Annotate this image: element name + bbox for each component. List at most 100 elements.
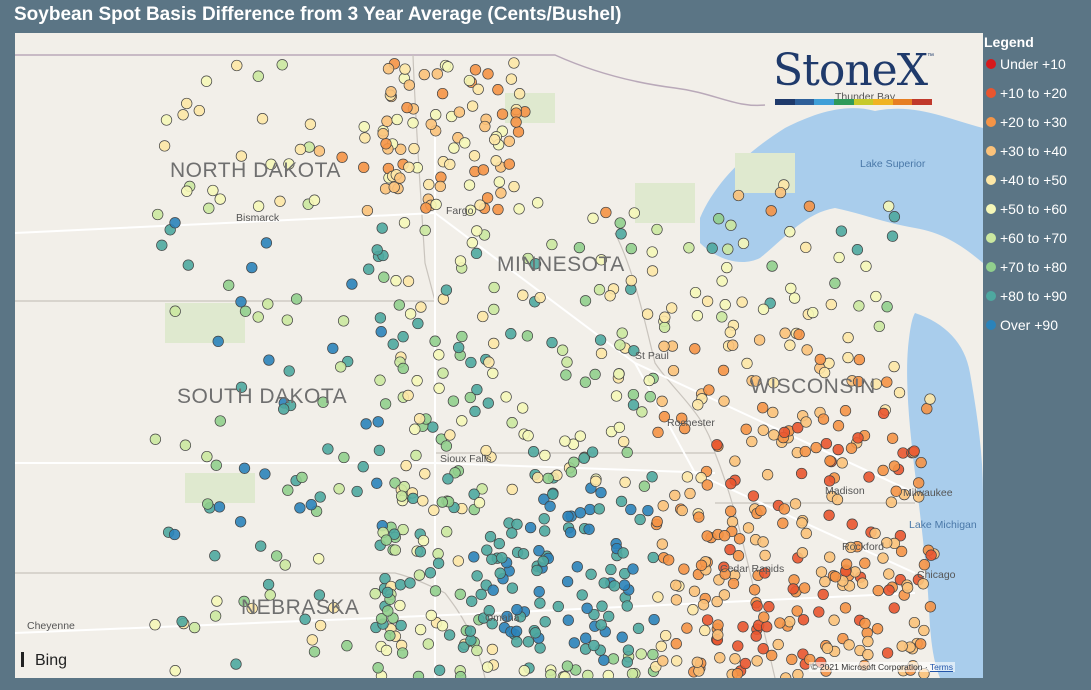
elevator-point[interactable] [487, 367, 499, 379]
elevator-point[interactable] [389, 544, 401, 556]
elevator-point[interactable] [380, 138, 392, 150]
elevator-point[interactable] [374, 312, 387, 324]
elevator-point[interactable] [761, 621, 773, 633]
elevator-point[interactable] [729, 653, 741, 665]
elevator-point[interactable] [262, 578, 275, 591]
elevator-point[interactable] [886, 230, 899, 242]
elevator-point[interactable] [908, 616, 921, 629]
elevator-point[interactable] [817, 413, 830, 425]
elevator-point[interactable] [757, 402, 769, 414]
elevator-point[interactable] [641, 308, 654, 320]
elevator-point[interactable] [757, 424, 769, 436]
elevator-point[interactable] [777, 517, 789, 529]
elevator-point[interactable] [513, 88, 526, 100]
elevator-point[interactable] [505, 328, 517, 340]
elevator-point[interactable] [750, 375, 762, 387]
elevator-point[interactable] [711, 595, 723, 608]
elevator-point[interactable] [712, 629, 724, 641]
elevator-point[interactable] [377, 128, 389, 140]
elevator-point[interactable] [602, 669, 614, 678]
elevator-point[interactable] [417, 534, 430, 547]
elevator-point[interactable] [697, 599, 710, 611]
elevator-point[interactable] [200, 75, 213, 87]
elevator-point[interactable] [529, 627, 542, 639]
elevator-point[interactable] [538, 493, 550, 505]
elevator-point[interactable] [832, 443, 844, 456]
elevator-point[interactable] [506, 582, 519, 594]
elevator-point[interactable] [470, 247, 483, 260]
elevator-point[interactable] [815, 566, 828, 578]
elevator-point[interactable] [556, 344, 569, 356]
elevator-point[interactable] [203, 202, 215, 214]
elevator-point[interactable] [840, 558, 853, 570]
elevator-point[interactable] [534, 597, 546, 609]
elevator-point[interactable] [681, 471, 694, 483]
elevator-point[interactable] [786, 653, 798, 666]
elevator-point[interactable] [587, 212, 599, 224]
elevator-point[interactable] [252, 311, 264, 323]
elevator-point[interactable] [793, 328, 805, 341]
elevator-point[interactable] [873, 320, 885, 333]
elevator-point[interactable] [753, 334, 766, 346]
elevator-point[interactable] [414, 546, 427, 558]
elevator-point[interactable] [651, 515, 663, 528]
elevator-point[interactable] [632, 622, 645, 635]
elevator-point[interactable] [294, 502, 306, 514]
elevator-point[interactable] [533, 545, 545, 557]
elevator-point[interactable] [839, 602, 852, 614]
elevator-point[interactable] [430, 109, 442, 121]
elevator-point[interactable] [795, 467, 808, 480]
elevator-point[interactable] [260, 237, 273, 249]
elevator-point[interactable] [853, 300, 865, 312]
elevator-point[interactable] [246, 261, 258, 274]
elevator-point[interactable] [402, 389, 414, 402]
elevator-point[interactable] [559, 435, 571, 447]
elevator-point[interactable] [779, 327, 791, 339]
elevator-point[interactable] [397, 331, 409, 343]
elevator-point[interactable] [716, 311, 728, 323]
elevator-point[interactable] [583, 523, 595, 535]
elevator-point[interactable] [658, 411, 671, 423]
elevator-point[interactable] [493, 176, 505, 188]
elevator-point[interactable] [544, 500, 556, 512]
elevator-point[interactable] [456, 330, 468, 343]
elevator-point[interactable] [417, 495, 429, 507]
elevator-point[interactable] [676, 412, 688, 424]
elevator-point[interactable] [740, 423, 752, 435]
elevator-point[interactable] [488, 337, 500, 350]
elevator-point[interactable] [477, 164, 490, 176]
elevator-point[interactable] [486, 553, 498, 565]
elevator-point[interactable] [666, 302, 678, 314]
elevator-point[interactable] [774, 617, 786, 629]
elevator-point[interactable] [564, 526, 577, 539]
elevator-point[interactable] [429, 585, 442, 597]
elevator-point[interactable] [278, 403, 290, 415]
elevator-point[interactable] [627, 388, 640, 401]
elevator-point[interactable] [407, 492, 419, 505]
elevator-point[interactable] [201, 450, 213, 463]
elevator-point[interactable] [496, 108, 509, 120]
elevator-point[interactable] [881, 301, 893, 313]
elevator-point[interactable] [761, 469, 774, 481]
elevator-point[interactable] [369, 588, 381, 600]
elevator-point[interactable] [888, 460, 901, 472]
elevator-point[interactable] [580, 632, 592, 644]
elevator-point[interactable] [727, 577, 740, 590]
elevator-point[interactable] [202, 498, 214, 510]
elevator-point[interactable] [725, 505, 737, 517]
elevator-point[interactable] [209, 550, 221, 562]
elevator-point[interactable] [918, 559, 931, 571]
elevator-point[interactable] [452, 555, 464, 567]
elevator-point[interactable] [593, 503, 605, 515]
elevator-point[interactable] [181, 185, 193, 197]
elevator-point[interactable] [430, 198, 442, 211]
elevator-point[interactable] [374, 374, 386, 386]
elevator-point[interactable] [833, 251, 845, 264]
elevator-point[interactable] [913, 491, 925, 503]
elevator-point[interactable] [223, 279, 235, 291]
elevator-point[interactable] [506, 483, 518, 496]
elevator-point[interactable] [420, 202, 432, 214]
elevator-point[interactable] [828, 614, 840, 626]
elevator-point[interactable] [642, 504, 654, 517]
elevator-point[interactable] [522, 430, 534, 442]
